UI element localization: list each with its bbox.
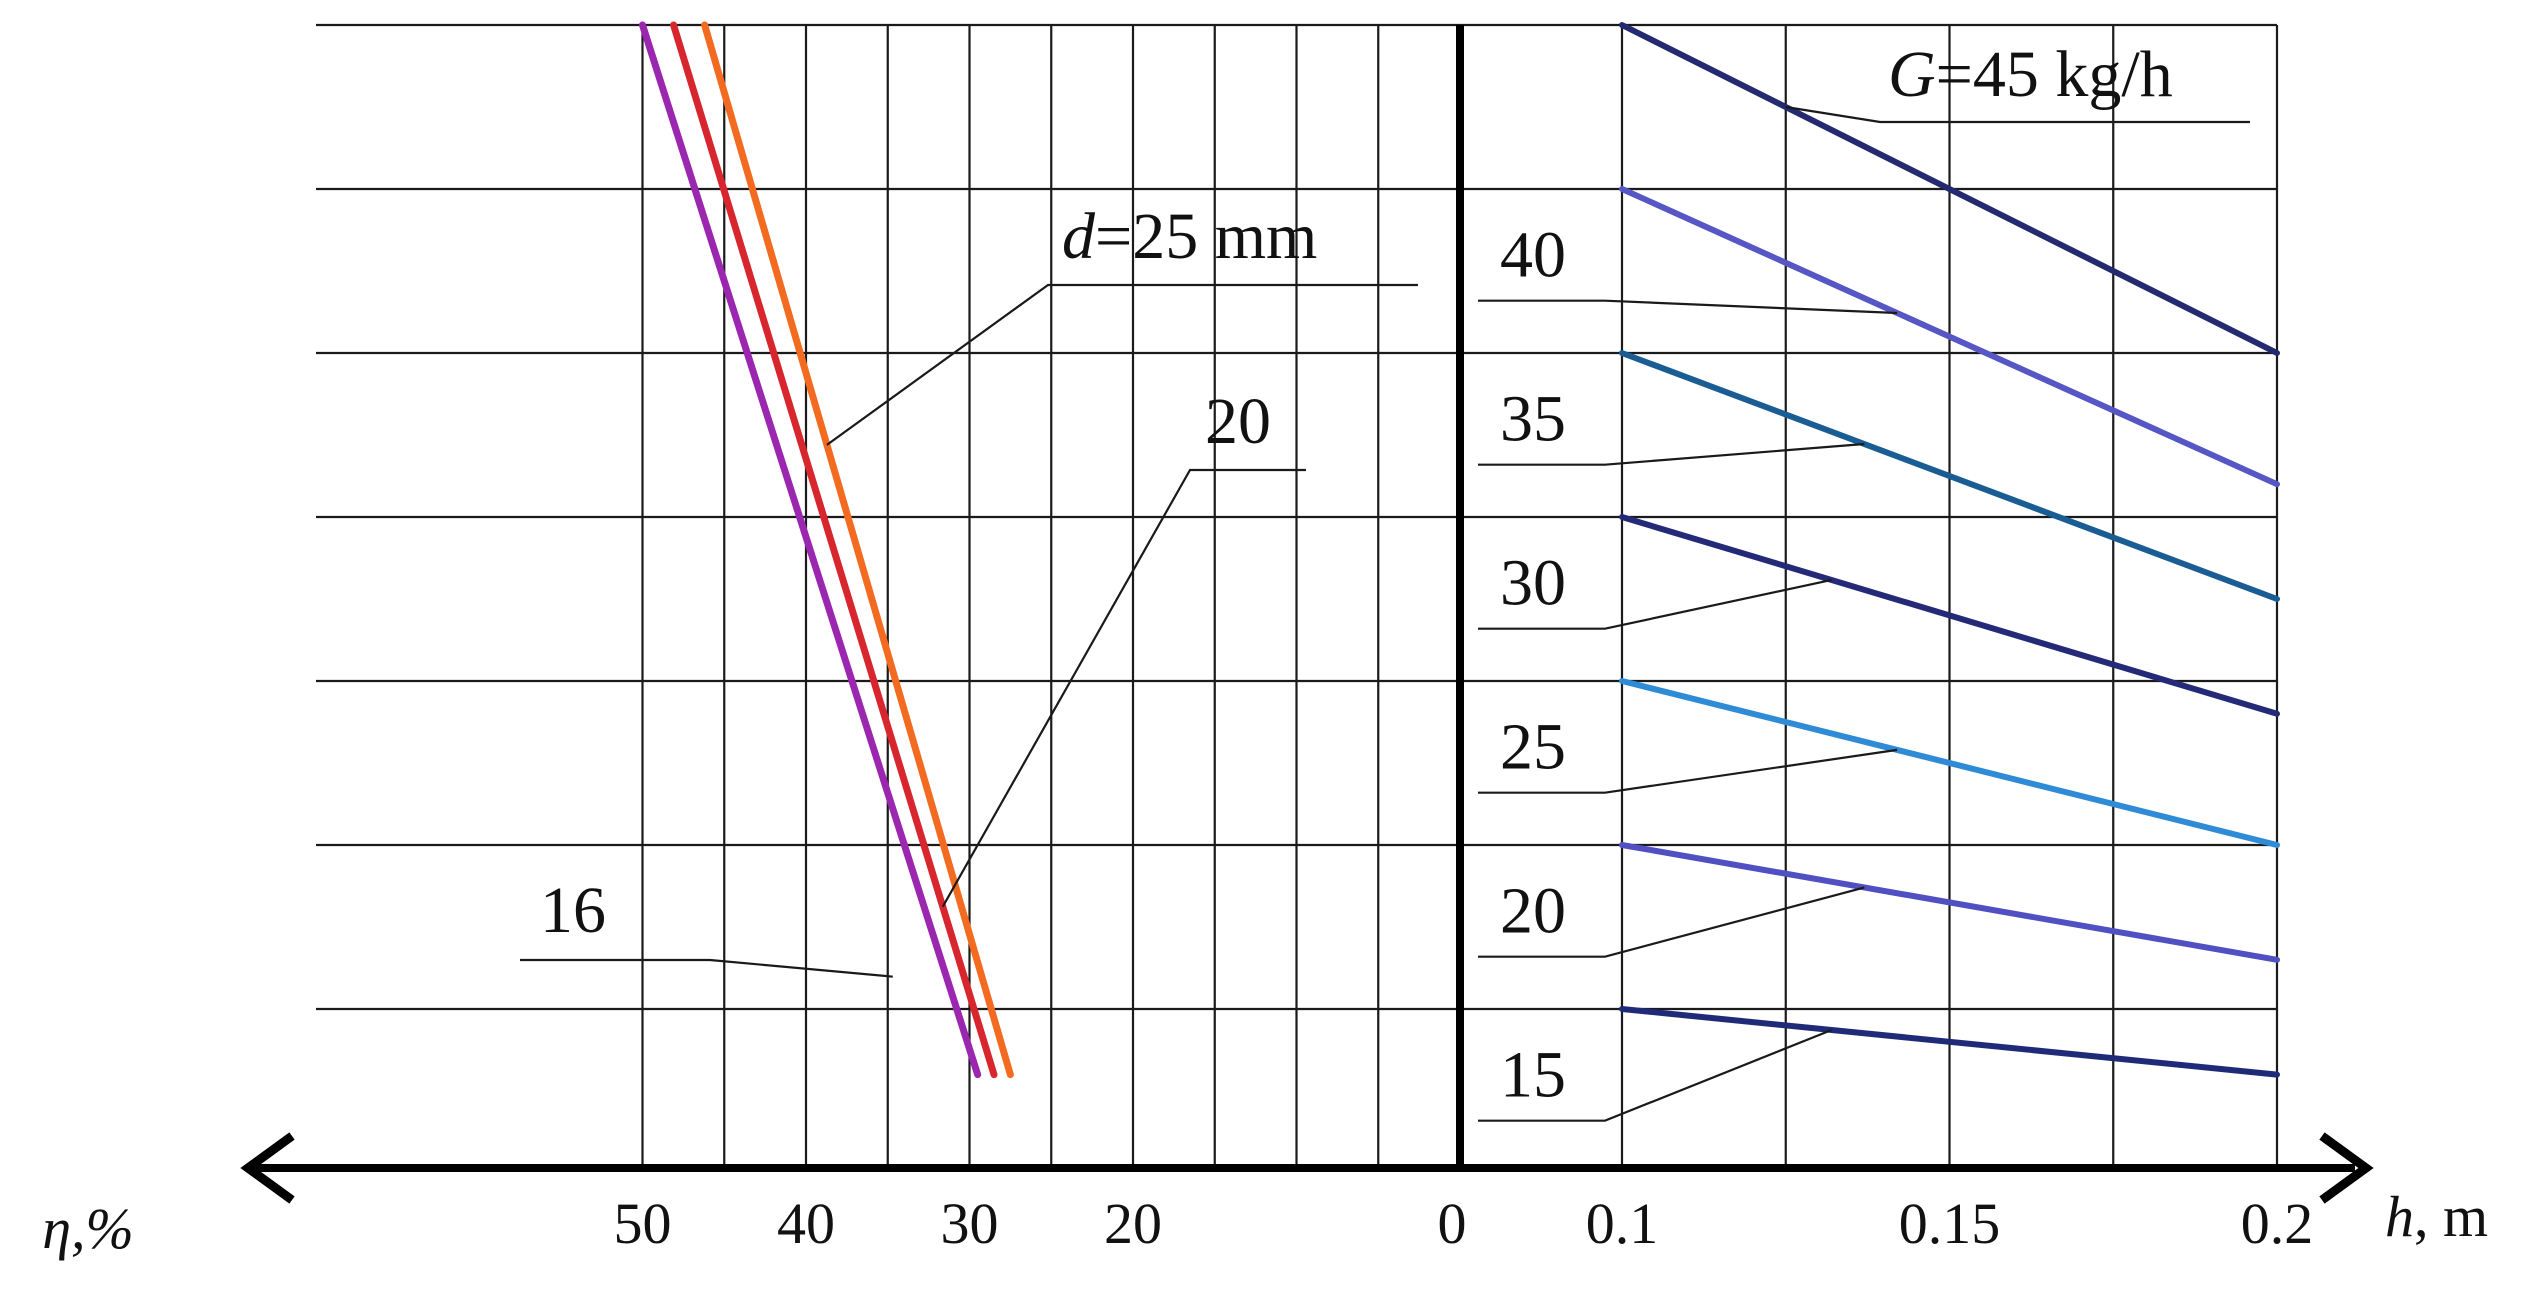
series-line-G35 bbox=[1619, 350, 2280, 602]
series-line-d20 bbox=[670, 21, 998, 1079]
tick-label-eta: 30 bbox=[941, 1191, 999, 1256]
tick-label-h: 0.15 bbox=[1899, 1191, 2001, 1256]
leader-line-G15 bbox=[1478, 1028, 1833, 1122]
tick-label-eta: 50 bbox=[614, 1191, 672, 1256]
arrow-right-icon bbox=[2319, 1132, 2374, 1204]
series-label-G20: 20 bbox=[1500, 875, 1566, 948]
series-label-d25: d=25 mm bbox=[1062, 200, 1317, 273]
series-label-G45: G=45 kg/h bbox=[1888, 38, 2173, 111]
series-label-G35: 35 bbox=[1500, 383, 1566, 456]
leaders bbox=[520, 105, 2250, 1122]
leader-line-d16 bbox=[520, 958, 893, 978]
leader-line-G40 bbox=[1478, 299, 1898, 315]
series-label-G40: 40 bbox=[1500, 219, 1566, 292]
series-label-G30: 30 bbox=[1500, 547, 1566, 620]
leader-line-G35 bbox=[1478, 442, 1865, 466]
series-line-G30 bbox=[1619, 514, 2280, 717]
tick-label-h: 0.1 bbox=[1586, 1191, 1659, 1256]
series-line-G15 bbox=[1619, 1006, 2280, 1078]
leader-line-d20 bbox=[941, 468, 1306, 908]
x-axis-title-h: h, m bbox=[2385, 1184, 2488, 1249]
tick-label-eta: 40 bbox=[777, 1191, 835, 1256]
series-line-G40 bbox=[1619, 186, 2280, 488]
series-label-G25: 25 bbox=[1500, 711, 1566, 784]
series-line-G45 bbox=[1619, 22, 2280, 356]
tick-label-h: 0.2 bbox=[2241, 1191, 2314, 1256]
leader-line-G45 bbox=[1785, 105, 2250, 124]
series-group bbox=[639, 21, 2280, 1079]
series-label-d16: 16 bbox=[540, 874, 606, 947]
series-line-G25 bbox=[1619, 678, 2280, 848]
series-line-d16 bbox=[639, 21, 982, 1079]
tick-label-origin: 0 bbox=[1438, 1191, 1467, 1256]
labels: 50 40 30 20 0 0.1 0.15 0.2 η,% h, m d=25 mm 20 16 15 2… bbox=[42, 38, 2488, 1261]
x-axis-title-eta: η,% bbox=[42, 1196, 134, 1261]
series-line-d25 bbox=[701, 21, 1014, 1079]
series-label-d20: 20 bbox=[1205, 385, 1271, 458]
grid bbox=[316, 23, 2279, 1168]
leader-line-G30 bbox=[1478, 578, 1832, 630]
axes bbox=[240, 25, 2374, 1204]
series-label-G15: 15 bbox=[1500, 1039, 1566, 1112]
arrow-left-icon bbox=[240, 1132, 295, 1204]
leader-line-G25 bbox=[1478, 748, 1898, 794]
leader-line-d25 bbox=[826, 283, 1418, 446]
leader-line-G20 bbox=[1478, 886, 1865, 958]
series-line-G20 bbox=[1619, 842, 2280, 963]
tick-label-eta: 20 bbox=[1104, 1191, 1162, 1256]
